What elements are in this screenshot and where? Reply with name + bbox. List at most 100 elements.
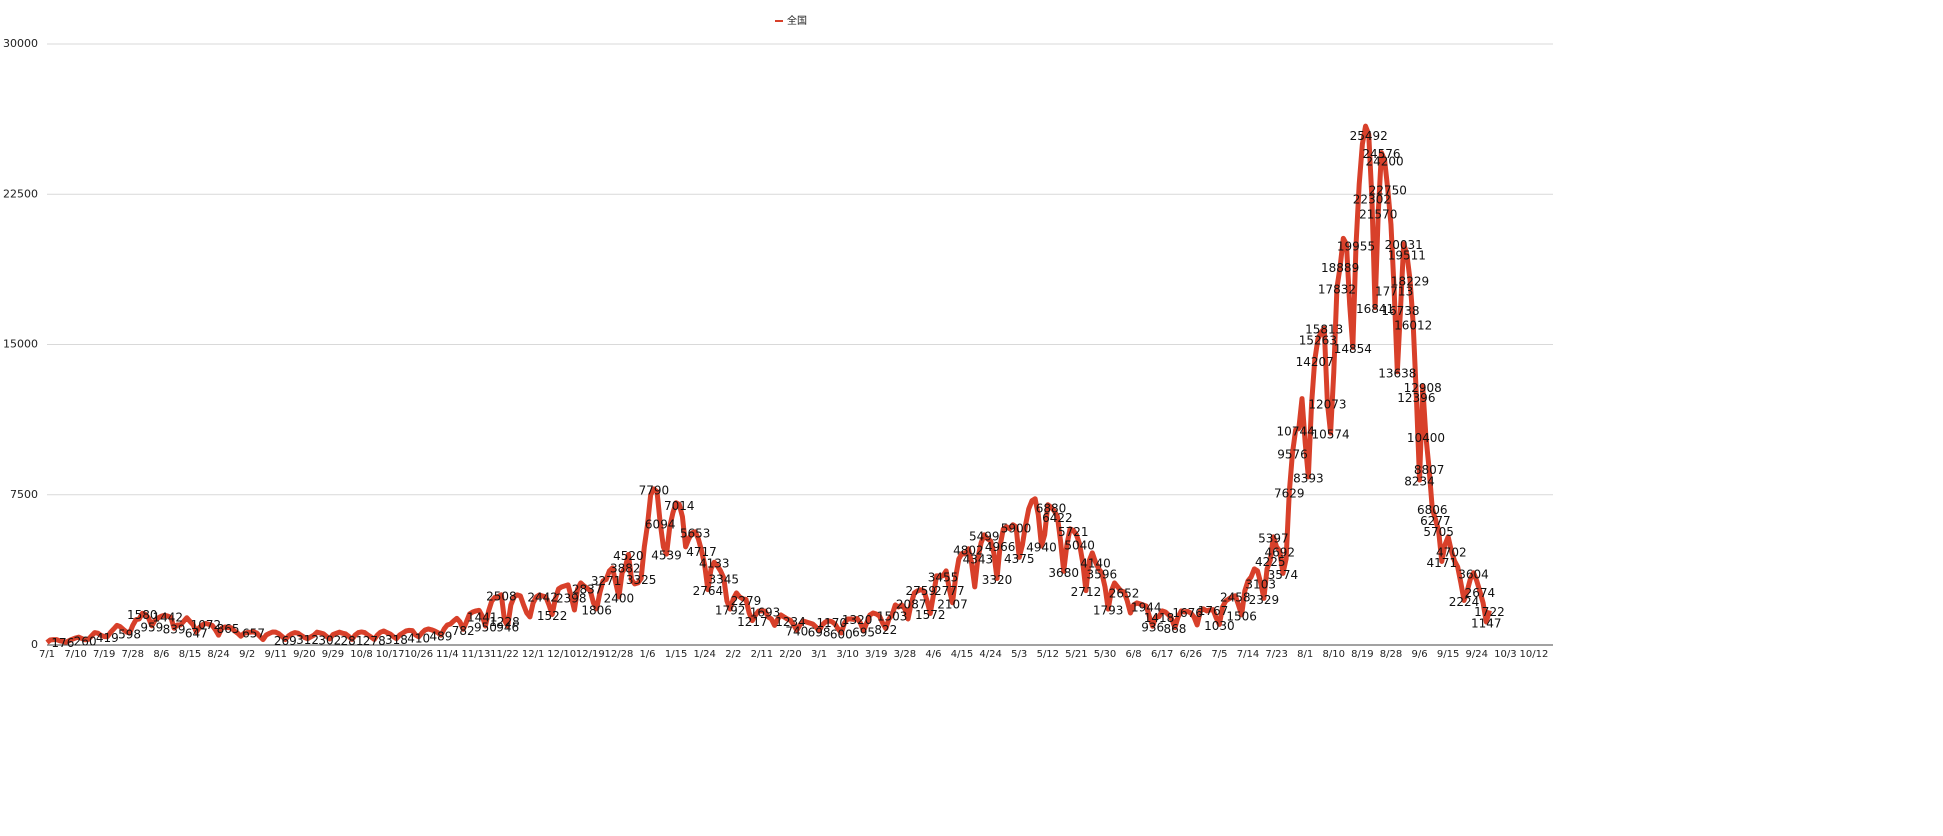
data-label: 21570 (1359, 207, 1397, 221)
data-label: 19511 (1388, 249, 1426, 263)
data-label: 3455 (928, 570, 959, 584)
x-tick-label: 3/10 (836, 649, 858, 660)
data-label: 10574 (1312, 428, 1350, 442)
data-label: 1767 (1198, 604, 1229, 618)
data-label: 5705 (1423, 525, 1454, 539)
x-tick-label: 4/15 (951, 649, 973, 660)
data-label: 3345 (708, 572, 739, 586)
x-tick-label: 12/10 (547, 649, 576, 660)
data-label: 4225 (1255, 555, 1286, 569)
x-tick-label: 7/1 (39, 649, 55, 660)
data-label: 839 (163, 623, 186, 637)
data-label: 1217 (737, 615, 768, 629)
data-label: 2458 (1220, 590, 1251, 604)
data-label: 4140 (1080, 557, 1111, 571)
data-label: 1228 (489, 615, 520, 629)
data-label: 1147 (1471, 617, 1502, 631)
data-label: 1234 (775, 615, 806, 629)
data-label: 7014 (664, 499, 695, 513)
data-label: 10744 (1277, 424, 1315, 438)
data-label: 1441 (467, 611, 498, 625)
x-tick-label: 10/26 (404, 649, 433, 660)
legend-label: 全国 (787, 14, 807, 27)
data-label: 1580 (127, 608, 158, 622)
data-label: 5040 (1064, 539, 1095, 553)
x-tick-label: 3/28 (894, 649, 916, 660)
data-label: 12073 (1308, 398, 1346, 412)
data-label: 10400 (1407, 431, 1445, 445)
data-label: 176 (51, 636, 74, 650)
x-tick-label: 12/28 (604, 649, 633, 660)
data-label: 15263 (1299, 334, 1337, 348)
data-label: 2712 (1071, 585, 1102, 599)
y-tick-label: 30000 (3, 37, 38, 50)
data-label: 16738 (1381, 304, 1419, 318)
data-label: 1792 (715, 604, 746, 618)
data-label: 1030 (1204, 619, 1235, 633)
data-label: 419 (96, 631, 119, 645)
data-label: 598 (118, 628, 141, 642)
x-tick-label: 6/26 (1180, 649, 1202, 660)
data-label: 698 (808, 626, 831, 640)
data-label: 782 (452, 624, 475, 638)
data-label: 5900 (1001, 521, 1032, 535)
x-tick-label: 6/8 (1126, 649, 1142, 660)
data-label: 18889 (1321, 261, 1359, 275)
x-tick-label: 8/1 (1297, 649, 1313, 660)
x-tick-label: 9/6 (1412, 649, 1428, 660)
data-label: 4171 (1427, 556, 1458, 570)
x-tick-label: 3/19 (865, 649, 887, 660)
data-label: 1170 (816, 616, 847, 630)
data-label: 8234 (1404, 475, 1435, 489)
data-label: 1522 (537, 609, 568, 623)
data-label: 695 (852, 626, 875, 640)
y-tick-label: 15000 (3, 338, 38, 351)
data-label: 5653 (680, 526, 711, 540)
x-tick-label: 11/4 (436, 649, 458, 660)
data-label: 865 (217, 622, 240, 636)
data-label: 278 (363, 634, 386, 648)
data-label: 4702 (1436, 545, 1467, 559)
x-tick-label: 7/5 (1211, 649, 1227, 660)
data-label: 4520 (613, 549, 644, 563)
data-label: 260 (74, 634, 97, 648)
data-label: 2777 (934, 584, 965, 598)
x-tick-label: 5/30 (1094, 649, 1116, 660)
data-label: 950 (474, 620, 497, 634)
data-label: 2652 (1109, 586, 1140, 600)
data-label: 6277 (1420, 514, 1451, 528)
data-label: 312 (296, 633, 319, 647)
x-tick-label: 2/20 (779, 649, 801, 660)
data-line (45, 123, 1492, 645)
data-label: 18229 (1391, 274, 1429, 288)
data-label: 14207 (1296, 355, 1334, 369)
data-label: 2764 (693, 584, 724, 598)
data-label: 1722 (1474, 605, 1505, 619)
data-label: 5721 (1058, 525, 1089, 539)
data-label: 959 (140, 620, 163, 634)
legend: 全国 (775, 14, 807, 27)
data-label: 16012 (1394, 319, 1432, 333)
data-label: 3325 (626, 573, 657, 587)
x-tick-label: 7/10 (64, 649, 86, 660)
data-label: 2837 (572, 583, 603, 597)
data-label: 19955 (1337, 240, 1375, 254)
data-label: 6806 (1417, 503, 1448, 517)
data-label: 1506 (1226, 609, 1257, 623)
data-label: 1503 (877, 609, 908, 623)
data-label: 7629 (1274, 487, 1305, 501)
data-label: 1693 (750, 606, 781, 620)
data-label: 4539 (651, 549, 682, 563)
data-label: 2107 (937, 597, 968, 611)
x-tick-label: 8/6 (153, 649, 169, 660)
data-label: 2674 (1465, 586, 1496, 600)
data-label: 2087 (896, 598, 927, 612)
x-tick-label: 4/24 (979, 649, 1001, 660)
x-tick-label: 7/23 (1265, 649, 1287, 660)
x-tick-label: 6/17 (1151, 649, 1173, 660)
data-label: 17832 (1318, 282, 1356, 296)
data-label: 740 (785, 625, 808, 639)
data-label: 4717 (686, 545, 717, 559)
